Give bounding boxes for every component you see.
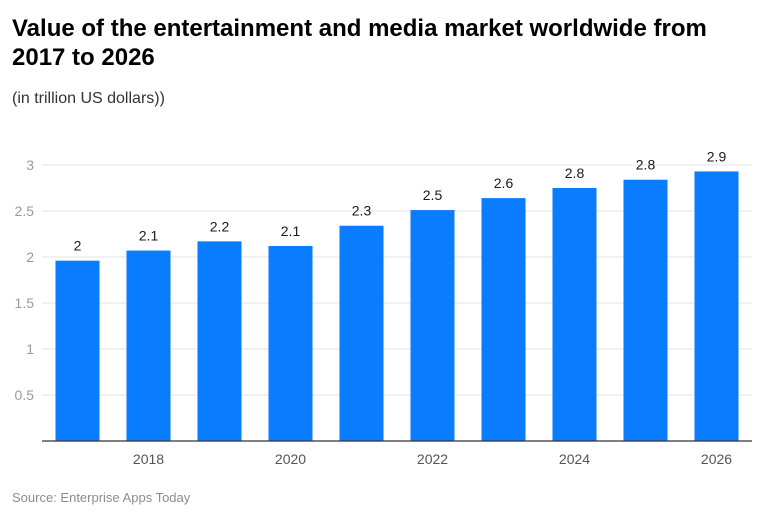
source-note: Source: Enterprise Apps Today <box>12 490 191 505</box>
y-axis-tick-labels: 0.5 1 1.5 2 2.5 3 <box>15 157 35 403</box>
y-tick-label: 1 <box>26 341 34 357</box>
bars <box>55 171 739 441</box>
data-label: 2.8 <box>565 165 585 181</box>
y-tick-label: 0.5 <box>15 387 35 403</box>
data-label: 2.1 <box>139 228 159 244</box>
y-tick-label: 3 <box>26 157 34 173</box>
x-tick-label: 2024 <box>559 451 590 467</box>
x-axis-tick-labels: 2018 2020 2022 2024 2026 <box>133 451 732 467</box>
data-labels: 2 2.1 2.2 2.1 2.3 2.5 2.6 2.8 2.8 2.9 <box>74 148 727 253</box>
x-tick-label: 2026 <box>701 451 732 467</box>
bar <box>623 179 668 441</box>
bar <box>552 188 597 441</box>
bar <box>126 250 171 441</box>
bar <box>197 241 242 441</box>
data-label: 2.3 <box>352 203 372 219</box>
x-tick-label: 2018 <box>133 451 164 467</box>
chart-subtitle: (in trillion US dollars)) <box>12 90 165 107</box>
bar <box>694 171 739 441</box>
data-label: 2.8 <box>636 157 656 173</box>
data-label: 2.2 <box>210 218 230 234</box>
y-tick-label: 1.5 <box>15 295 35 311</box>
bar <box>268 245 313 441</box>
x-tick-label: 2020 <box>275 451 306 467</box>
x-tick-label: 2022 <box>417 451 448 467</box>
bar <box>55 260 100 441</box>
y-tick-label: 2 <box>26 249 34 265</box>
data-label: 2 <box>74 238 82 254</box>
data-label: 2.6 <box>494 175 514 191</box>
data-label: 2.5 <box>423 187 443 203</box>
bar <box>339 225 384 441</box>
data-label: 2.1 <box>281 223 301 239</box>
data-label: 2.9 <box>707 148 727 164</box>
bar-chart: 0.5 1 1.5 2 2.5 3 2 2.1 2.2 2.1 2.3 2.5 2.6 2.8 2.8 2.… <box>15 148 752 467</box>
y-tick-label: 2.5 <box>15 203 35 219</box>
bar <box>410 210 455 441</box>
bar <box>481 198 526 441</box>
chart-title: Value of the entertainment and media mar… <box>12 15 707 71</box>
